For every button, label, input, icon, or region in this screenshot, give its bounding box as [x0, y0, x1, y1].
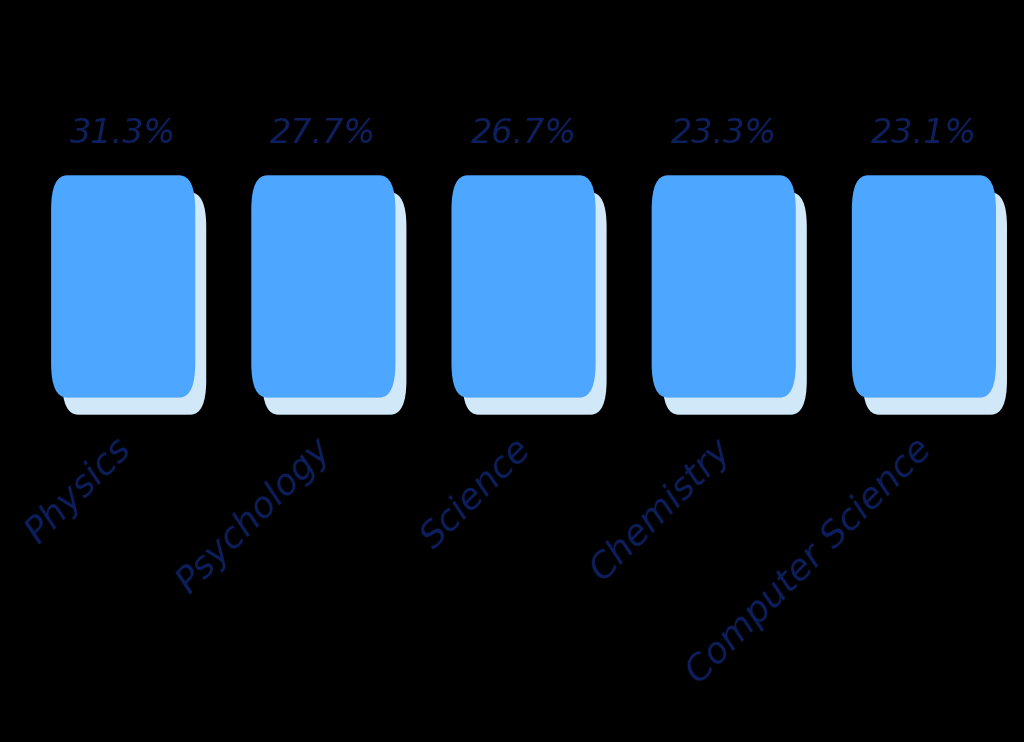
FancyBboxPatch shape [51, 175, 196, 398]
FancyBboxPatch shape [62, 192, 206, 415]
Text: 23.3%: 23.3% [671, 116, 777, 150]
FancyBboxPatch shape [251, 175, 395, 398]
FancyBboxPatch shape [262, 192, 407, 415]
Text: Chemistry: Chemistry [583, 432, 737, 587]
Text: Computer Science: Computer Science [680, 432, 938, 690]
FancyBboxPatch shape [463, 192, 606, 415]
Text: 27.7%: 27.7% [270, 116, 377, 150]
FancyBboxPatch shape [863, 192, 1007, 415]
Text: 31.3%: 31.3% [70, 116, 176, 150]
Text: 26.7%: 26.7% [470, 116, 577, 150]
Text: Psychology: Psychology [170, 432, 337, 600]
FancyBboxPatch shape [452, 175, 596, 398]
Text: 23.1%: 23.1% [870, 116, 977, 150]
FancyBboxPatch shape [852, 175, 996, 398]
FancyBboxPatch shape [651, 175, 796, 398]
FancyBboxPatch shape [663, 192, 807, 415]
Text: Physics: Physics [18, 432, 137, 551]
Text: Science: Science [415, 432, 538, 555]
